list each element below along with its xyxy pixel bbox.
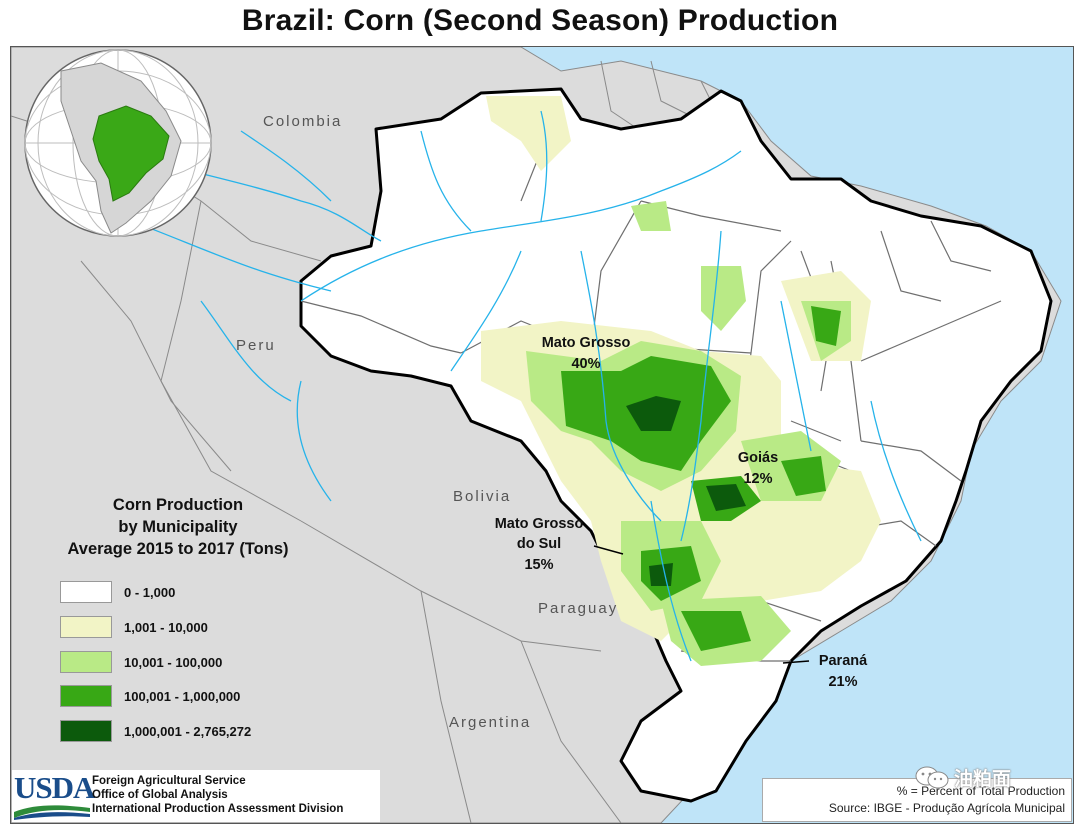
state-label-parana: Paraná <box>819 653 868 669</box>
state-label-goias: Goiás <box>738 450 778 466</box>
legend-swatch <box>60 581 112 603</box>
legend-swatch <box>60 616 112 638</box>
legend-swatch <box>60 685 112 707</box>
map-frame: Colombia Peru Bolivia Paraguay Argentina… <box>10 46 1074 824</box>
legend-label: 1,000,001 - 2,765,272 <box>124 723 252 739</box>
legend-item: 10,001 - 100,000 <box>60 650 222 674</box>
agency-line3: International Production Assessment Divi… <box>92 803 344 815</box>
legend-title-line3: Average 2015 to 2017 (Tons) <box>67 540 289 558</box>
legend-label: 0 - 1,000 <box>124 584 176 600</box>
state-share-ms: 15% <box>524 557 553 573</box>
state-share-goias: 12% <box>743 471 772 487</box>
callout-line-parana <box>782 660 810 664</box>
country-label-paraguay: Paraguay <box>538 600 618 617</box>
wechat-icon <box>915 766 949 789</box>
legend-item: 1,000,001 - 2,765,272 <box>60 719 251 743</box>
agency-line1: Foreign Agricultural Service <box>92 775 246 787</box>
state-label-ms-line2: do Sul <box>517 536 561 552</box>
production-areas <box>481 96 881 666</box>
watermark: 油粕面 <box>914 764 1054 790</box>
map-canvas: Colombia Peru Bolivia Paraguay Argentina… <box>11 47 1073 823</box>
country-label-colombia: Colombia <box>263 113 342 130</box>
legend-swatch <box>60 651 112 673</box>
map-title: Brazil: Corn (Second Season) Production <box>241 4 839 37</box>
legend-title-line1: Corn Production <box>112 496 244 514</box>
usda-footer: USDA Foreign Agricultural Service Office… <box>12 770 380 822</box>
legend: Corn Production by Municipality Average … <box>28 494 328 742</box>
state-share-parana: 21% <box>828 674 857 690</box>
agency-text: Foreign Agricultural Service Office of G… <box>92 774 343 816</box>
usda-swoosh-icon <box>14 805 90 820</box>
legend-title-line2: by Municipality <box>118 518 238 536</box>
legend-title: Corn Production by Municipality Average … <box>28 494 328 560</box>
source-note: Source: IBGE - Produção Agrícola Municip… <box>828 801 1065 815</box>
legend-item: 1,001 - 10,000 <box>60 615 208 639</box>
legend-item: 100,001 - 1,000,000 <box>60 684 240 708</box>
legend-label: 100,001 - 1,000,000 <box>124 688 241 704</box>
country-label-peru: Peru <box>236 337 276 354</box>
source-box: % = Percent of Total Production Source: … <box>762 778 1072 822</box>
usda-logo: USDA <box>14 770 95 805</box>
legend-label: 10,001 - 100,000 <box>124 654 223 670</box>
legend-swatch <box>60 720 112 742</box>
country-label-argentina: Argentina <box>449 714 531 731</box>
callout-line-ms <box>593 545 624 555</box>
country-label-bolivia: Bolivia <box>453 488 511 505</box>
state-label-ms-line1: Mato Grosso <box>495 516 584 532</box>
legend-item: 0 - 1,000 <box>60 580 175 604</box>
state-label-mato-grosso: Mato Grosso <box>542 335 631 351</box>
state-share-mato-grosso: 40% <box>571 356 600 372</box>
watermark-text: 油粕面 <box>954 768 1012 790</box>
agency-line2: Office of Global Analysis <box>92 789 228 801</box>
locator-globe <box>24 49 212 237</box>
legend-label: 1,001 - 10,000 <box>124 619 208 635</box>
